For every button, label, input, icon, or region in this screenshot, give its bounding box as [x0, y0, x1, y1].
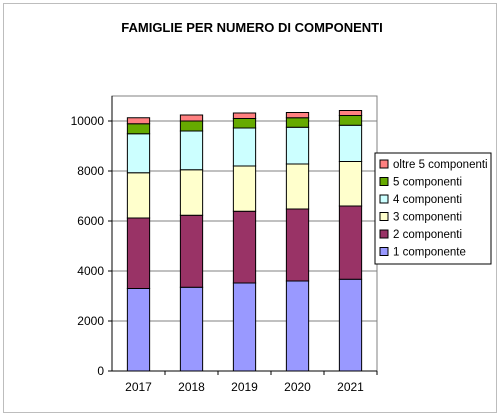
bar-segment — [285, 163, 310, 210]
legend-box — [374, 152, 492, 265]
bar-segment — [179, 169, 204, 216]
chart-title: FAMIGLIE PER NUMERO DI COMPONENTI — [121, 20, 382, 35]
y-tick-label: 0 — [97, 364, 104, 378]
axes: 0 2000 4000 6000 8000 10000 2017 2018 2019 2020 20… — [71, 96, 378, 394]
legend-label: oltre 5 componenti — [393, 159, 488, 171]
bar-segment — [179, 286, 204, 372]
bar-segment — [232, 112, 257, 119]
bar-segment — [232, 118, 257, 129]
x-tick-label: 2019 — [231, 380, 258, 394]
y-tick-label: 4000 — [77, 264, 104, 278]
bar-segment — [232, 165, 257, 212]
legend-swatch — [379, 159, 389, 169]
legend-swatch — [379, 194, 389, 204]
legend-swatch — [379, 247, 389, 256]
legend: oltre 5 componenti 5 componenti 4 componen… — [374, 152, 492, 265]
bar-segment — [232, 127, 257, 167]
bar-segment — [338, 278, 363, 372]
bar-segment — [126, 288, 151, 372]
legend-swatch — [379, 229, 389, 239]
bar-segment — [126, 172, 151, 219]
bars — [126, 110, 363, 372]
bar-segment — [338, 124, 363, 162]
bar-segment — [338, 110, 363, 116]
bar-segment — [285, 280, 310, 372]
legend-label: 3 componenti — [393, 212, 462, 224]
bar-segment — [126, 217, 151, 289]
y-tick-label: 8000 — [77, 164, 104, 178]
bar-segment — [179, 214, 204, 288]
bar-segment — [126, 133, 151, 174]
bar-segment — [285, 208, 310, 282]
bar-segment — [338, 115, 363, 126]
bar-segment — [179, 130, 204, 171]
legend-label: 1 componente — [393, 247, 466, 259]
x-tick-label: 2021 — [337, 380, 364, 394]
legend-label: 2 componenti — [393, 229, 462, 241]
y-tick-label: 6000 — [77, 214, 104, 228]
bar-segment — [179, 120, 204, 132]
y-tick-label: 2000 — [77, 314, 104, 328]
bar-segment — [285, 117, 310, 128]
bar-segment — [338, 161, 363, 207]
x-tick-label: 2018 — [178, 380, 205, 394]
x-tick-label: 2017 — [125, 380, 152, 394]
bar-segment — [232, 282, 257, 372]
bar-segment — [232, 210, 257, 284]
bar-segment — [285, 112, 310, 119]
bar-segment — [338, 205, 363, 280]
y-tick-label: 10000 — [71, 114, 105, 128]
bar-segment — [285, 126, 310, 165]
x-tick-label: 2020 — [284, 380, 311, 394]
bar-segment — [126, 123, 151, 135]
legend-swatch — [379, 177, 389, 186]
bar-segment — [126, 117, 151, 125]
legend-label: 5 componenti — [393, 177, 462, 189]
bar-segment — [179, 114, 204, 122]
legend-swatch — [379, 212, 389, 221]
legend-label: 4 componenti — [393, 194, 462, 206]
